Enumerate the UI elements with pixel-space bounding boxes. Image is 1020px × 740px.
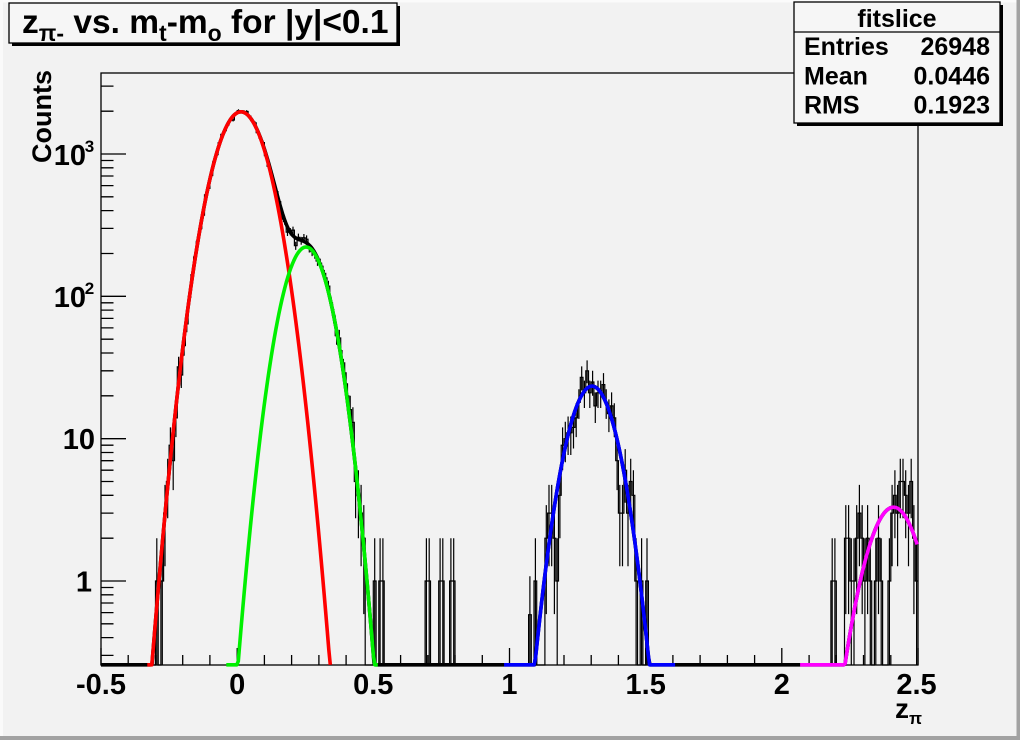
svg-text:10: 10 <box>54 140 86 172</box>
svg-text:2: 2 <box>85 279 94 298</box>
svg-text:zπ- vs. mt-mo for |y|<0.1: zπ- vs. mt-mo for |y|<0.1 <box>22 4 388 46</box>
svg-text:10: 10 <box>54 282 86 314</box>
svg-text:1.5: 1.5 <box>626 669 666 701</box>
svg-text:-0.5: -0.5 <box>76 669 126 701</box>
svg-text:0.5: 0.5 <box>353 669 393 701</box>
svg-text:10: 10 <box>63 424 95 456</box>
svg-text:26948: 26948 <box>920 33 990 61</box>
svg-text:RMS: RMS <box>804 92 860 120</box>
svg-text:0.0446: 0.0446 <box>914 63 990 91</box>
svg-text:0.1923: 0.1923 <box>914 92 990 120</box>
svg-text:1: 1 <box>501 669 517 701</box>
svg-text:2.5: 2.5 <box>896 669 936 701</box>
svg-text:Mean: Mean <box>804 63 868 91</box>
svg-text:fitslice: fitslice <box>857 5 936 33</box>
svg-text:Entries: Entries <box>804 33 889 61</box>
svg-text:Counts: Counts <box>27 70 57 163</box>
svg-text:1: 1 <box>76 567 92 599</box>
svg-text:0: 0 <box>229 669 245 701</box>
svg-text:2: 2 <box>774 669 790 701</box>
svg-text:3: 3 <box>85 137 94 156</box>
